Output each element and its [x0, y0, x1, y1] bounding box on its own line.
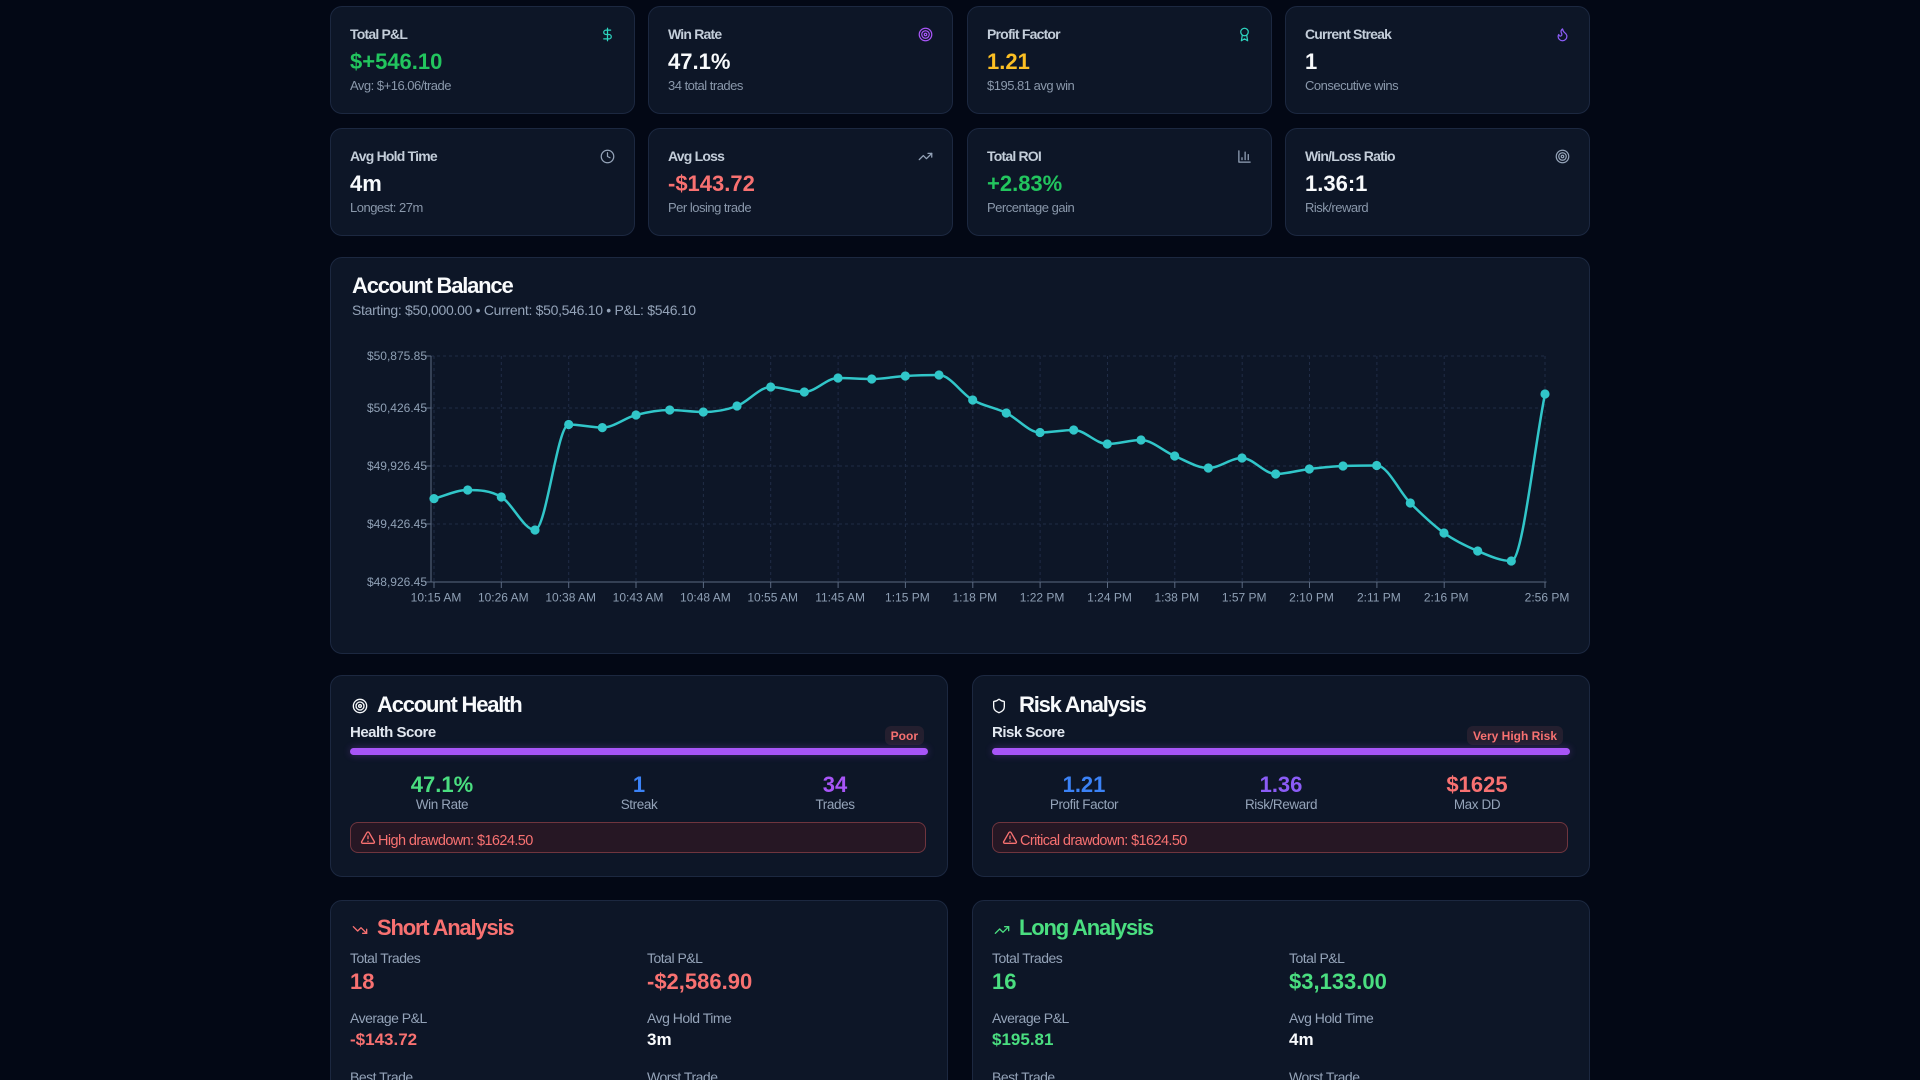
svg-text:10:15 AM: 10:15 AM — [411, 591, 462, 605]
svg-text:10:26 AM: 10:26 AM — [478, 591, 529, 605]
svg-text:1:22 PM: 1:22 PM — [1020, 591, 1065, 605]
svg-text:1:18 PM: 1:18 PM — [952, 591, 997, 605]
svg-text:1:15 PM: 1:15 PM — [885, 591, 930, 605]
svg-text:10:55 AM: 10:55 AM — [747, 591, 798, 605]
svg-text:$49,426.45: $49,426.45 — [367, 517, 427, 531]
svg-text:$50,426.45: $50,426.45 — [367, 401, 427, 415]
svg-text:$50,875.85: $50,875.85 — [367, 349, 427, 363]
svg-text:11:45 AM: 11:45 AM — [815, 591, 865, 605]
svg-text:1:24 PM: 1:24 PM — [1087, 591, 1132, 605]
svg-text:$48,926.45: $48,926.45 — [367, 575, 427, 589]
svg-text:1:38 PM: 1:38 PM — [1154, 591, 1199, 605]
svg-text:10:48 AM: 10:48 AM — [680, 591, 731, 605]
svg-text:1:57 PM: 1:57 PM — [1222, 591, 1267, 605]
svg-text:10:38 AM: 10:38 AM — [545, 591, 596, 605]
svg-text:2:10 PM: 2:10 PM — [1289, 591, 1334, 605]
svg-text:2:16 PM: 2:16 PM — [1424, 591, 1469, 605]
svg-text:10:43 AM: 10:43 AM — [613, 591, 664, 605]
svg-text:2:11 PM: 2:11 PM — [1357, 591, 1401, 605]
svg-text:2:56 PM: 2:56 PM — [1525, 591, 1570, 605]
svg-text:$49,926.45: $49,926.45 — [367, 459, 427, 473]
